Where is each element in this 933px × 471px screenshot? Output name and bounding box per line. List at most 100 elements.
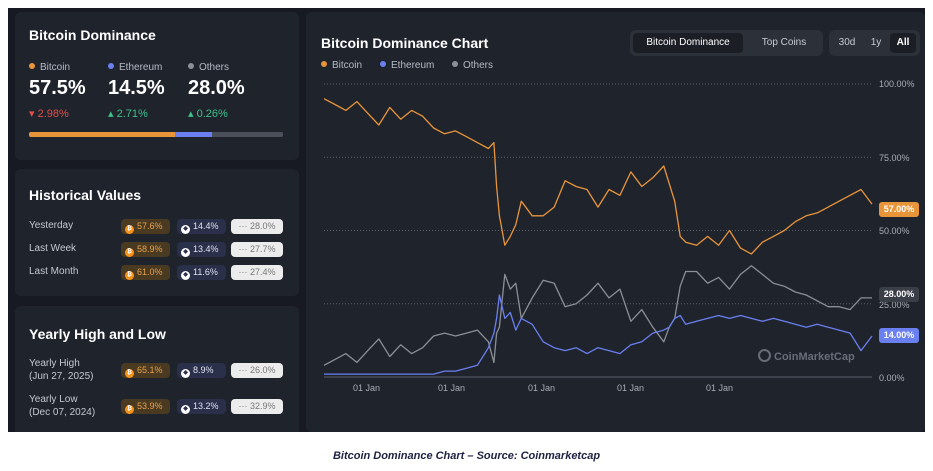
bitcoin-coin-icon: ₿ [125,271,134,280]
dominance-bar-others [211,132,283,137]
others-ellipsis-icon: ··· [238,267,250,277]
dominance-chart-panel: Bitcoin Dominance Chart Bitcoin Dominanc… [306,12,925,432]
range-30d-button[interactable]: 30d [838,37,856,48]
y-tick-label: 100.00% [879,79,915,89]
arrow-up-icon: ▴ [108,108,117,120]
yearly-row-label: Yearly Low (Dec 07, 2024) [29,393,95,419]
historical-others-value: 27.7% [249,244,276,254]
tab-top-coins[interactable]: Top Coins [761,37,807,48]
historical-row-label: Last Week [29,243,77,254]
historical-btc-value: 57.6% [137,221,163,231]
historical-others-value: 27.4% [249,267,276,277]
x-tick-label: 01 Jan [528,383,556,393]
historical-row-label: Yesterday [29,220,74,231]
series-line-ethereum [324,294,873,375]
chart-legend-others: Others [452,60,493,71]
historical-eth-value: 13.4% [193,244,219,254]
x-tick-label: 01 Jan [706,383,734,393]
bitcoin-coin-icon: ₿ [125,405,134,414]
dominance-bar-bitcoin [29,132,176,137]
chart-legend-ethereum-label: Ethereum [391,60,435,71]
ethereum-coin-icon: ◆ [181,248,190,257]
dashboard: Bitcoin Dominance Bitcoin Ethereum Other… [8,8,925,432]
historical-eth-pill: ◆ 11.6% [177,265,226,280]
historical-btc-value: 58.9% [137,244,163,254]
yearly-row-label: Yearly High (Jun 27, 2025) [29,357,94,383]
bitcoin-dot-icon [321,61,327,67]
others-change: ▴ 0.26% [188,107,228,120]
yearly-btc-pill: ₿ 65.1% [121,363,170,378]
others-dot-icon [188,63,194,69]
ethereum-coin-icon: ◆ [181,271,190,280]
yearly-high-low-panel: Yearly High and Low Yearly High (Jun 27, … [15,306,299,432]
current-others-tag: 28.00% [879,286,919,302]
historical-eth-pill: ◆ 14.4% [177,219,226,234]
dominance-bar [29,132,283,137]
ethereum-change: ▴ 2.71% [108,107,148,120]
bitcoin-change-value: 2.98% [37,108,69,120]
yearly-others-pill: ··· 26.0% [231,363,283,378]
yearly-btc-value: 65.1% [137,365,163,375]
others-ellipsis-icon: ··· [238,244,250,254]
legend-ethereum: Ethereum [108,62,162,73]
chart-title: Bitcoin Dominance Chart [321,35,489,51]
chart-legend-bitcoin-label: Bitcoin [332,60,363,71]
ethereum-dominance-value: 14.5% [108,77,165,99]
bitcoin-coin-icon: ₿ [125,369,134,378]
y-tick-label: 25.00% [879,300,910,310]
yearly-title: Yearly High and Low [29,326,166,342]
bitcoin-coin-icon: ₿ [125,248,134,257]
x-tick-label: 01 Jan [617,383,645,393]
legend-others: Others [188,62,229,73]
historical-row-label: Last Month [29,266,79,277]
ethereum-coin-icon: ◆ [181,405,190,414]
watermark-text: CoinMarketCap [774,351,855,363]
dominance-line-chart [323,83,873,378]
dominance-title: Bitcoin Dominance [29,27,156,43]
yearly-others-value: 26.0% [249,365,276,375]
ethereum-coin-icon: ◆ [181,369,190,378]
historical-values-panel: Historical Values Yesterday ₿ 57.6% ◆ 14.4… [15,169,299,296]
range-1y-button[interactable]: 1y [870,37,882,48]
yearly-eth-value: 8.9% [193,365,214,375]
bitcoin-dot-icon [29,63,35,69]
ethereum-dot-icon [380,61,386,67]
others-ellipsis-icon: ··· [238,221,250,231]
figure-caption: Bitcoin Dominance Chart – Source: Coinma… [332,450,601,462]
others-label: Others [199,62,230,73]
dominance-bar-ethereum [175,132,212,137]
chart-legend-ethereum: Ethereum [380,60,434,71]
yearly-btc-pill: ₿ 53.9% [121,399,170,414]
yearly-eth-pill: ◆ 13.2% [177,399,226,414]
bitcoin-dominance-value: 57.5% [29,77,86,99]
series-line-others [323,265,872,366]
yearly-eth-value: 13.2% [193,401,219,411]
historical-btc-pill: ₿ 57.6% [121,219,170,234]
ethereum-change-value: 2.71% [116,108,148,120]
arrow-up-icon: ▴ [188,108,197,120]
historical-eth-value: 14.4% [193,221,219,231]
historical-eth-value: 11.6% [193,267,218,277]
yearly-others-pill: ··· 32.9% [231,399,283,414]
others-ellipsis-icon: ··· [238,401,250,411]
range-all-button[interactable]: All [890,33,916,53]
ethereum-dot-icon [108,63,114,69]
tab-bitcoin-dominance[interactable]: Bitcoin Dominance [633,33,743,53]
chart-legend-bitcoin: Bitcoin [321,60,362,71]
others-ellipsis-icon: ··· [238,365,250,375]
bitcoin-change: ▾ 2.98% [29,107,69,120]
historical-btc-pill: ₿ 61.0% [121,265,170,280]
y-tick-label: 75.00% [879,153,910,163]
others-change-value: 0.26% [196,108,228,120]
bitcoin-coin-icon: ₿ [125,225,134,234]
others-dot-icon [452,61,458,67]
yearly-eth-pill: ◆ 8.9% [177,363,226,378]
others-dominance-value: 28.0% [188,77,245,99]
legend-bitcoin: Bitcoin [29,62,70,73]
ethereum-label: Ethereum [119,62,163,73]
historical-title: Historical Values [29,187,142,203]
historical-eth-pill: ◆ 13.4% [177,242,226,257]
range-group: 30d 1y All [829,30,920,56]
ethereum-coin-icon: ◆ [181,225,190,234]
current-ethereum-tag: 14.00% [879,327,919,343]
